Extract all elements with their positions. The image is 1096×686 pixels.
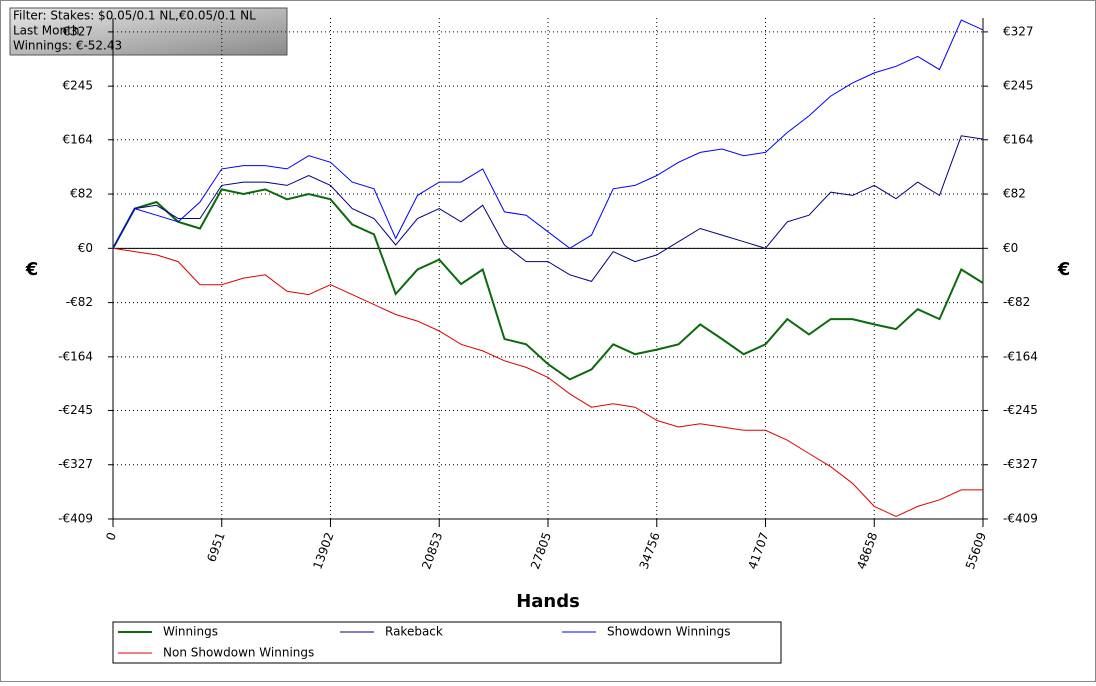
legend (112, 621, 782, 664)
y-tick-label-right: €164 (1003, 132, 1034, 146)
x-tick-label: 6951 (204, 530, 228, 563)
y-tick-label: -€82 (66, 295, 93, 309)
legend-label: Winnings (163, 625, 218, 639)
y-tick-label-right: -€409 (1003, 512, 1038, 526)
x-tick-label: 55609 (963, 530, 989, 571)
series-line (112, 135, 984, 282)
y-tick-label: €164 (62, 132, 93, 146)
y-tick-label: -€164 (58, 349, 93, 363)
x-tick-label: 0 (103, 530, 119, 542)
series-line (112, 19, 984, 249)
y-tick-label-right: €245 (1003, 79, 1034, 93)
y-tick-label: €327 (62, 24, 93, 38)
y-tick-label: €82 (70, 187, 93, 201)
y-tick-label: -€245 (58, 403, 93, 417)
y-tick-label-right: -€164 (1003, 349, 1038, 363)
x-tick-label: 27805 (528, 530, 554, 571)
x-tick-label: 48658 (854, 530, 880, 571)
x-axis-title: Hands (516, 591, 580, 612)
y-tick-label-right: -€327 (1003, 457, 1038, 471)
info-line: Winnings: €-52.43 (13, 39, 122, 53)
y-tick-label: €245 (62, 79, 93, 93)
y-tick-label: €0 (78, 241, 93, 255)
y-tick-label-right: €327 (1003, 24, 1034, 38)
x-tick-label: 13902 (310, 530, 336, 571)
y-axis-title: € (25, 259, 39, 280)
info-box (9, 7, 288, 56)
y-tick-label-right: -€245 (1003, 403, 1038, 417)
y-axis-title-right: € (1057, 259, 1071, 280)
legend-label: Non Showdown Winnings (163, 646, 314, 660)
series-line (112, 247, 983, 517)
y-tick-label-right: €0 (1003, 241, 1018, 255)
series-line (112, 188, 984, 381)
legend-label: Showdown Winnings (607, 625, 731, 639)
info-line: Last Month (13, 24, 79, 38)
y-tick-label-right: €82 (1003, 187, 1026, 201)
y-tick-label: -€409 (58, 512, 93, 526)
y-tick-label: -€327 (58, 457, 93, 471)
legend-label: Rakeback (385, 625, 443, 639)
x-tick-label: 41707 (745, 530, 771, 571)
x-tick-label: 20853 (419, 530, 445, 571)
x-tick-label: 34756 (637, 530, 663, 571)
info-line: Filter: Stakes: $0.05/0.1 NL,€0.05/0.1 N… (13, 9, 256, 23)
y-tick-label-right: -€82 (1003, 295, 1030, 309)
